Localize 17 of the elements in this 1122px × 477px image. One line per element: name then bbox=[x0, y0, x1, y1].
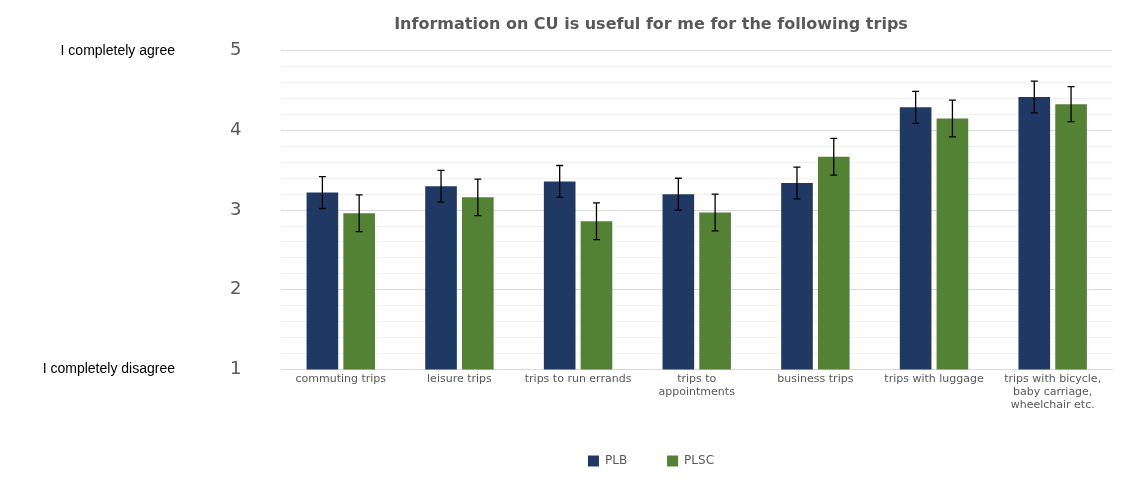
text: I completely disagree bbox=[42, 360, 176, 377]
x-tick-label: trips with luggage bbox=[884, 371, 984, 385]
legend-label: PLSC bbox=[684, 453, 715, 468]
x-tick-label: trips to run errands bbox=[524, 371, 632, 385]
y-tick-label: 3 bbox=[230, 197, 242, 219]
text: I completely agree bbox=[60, 41, 176, 58]
y-tick-label: 5 bbox=[230, 38, 242, 60]
x-tick-label: trips to appointments bbox=[658, 371, 736, 399]
y-tick-label: 2 bbox=[230, 277, 242, 299]
x-tick-label: business trips bbox=[777, 371, 854, 385]
x-tick-label: trips with bicycle, baby carriage, wheelchair etc. bbox=[1004, 371, 1102, 412]
x-tick-label: leisure trips bbox=[427, 371, 493, 385]
legend-label: PLB bbox=[604, 453, 628, 468]
chart-title: Information on CU is useful for me for the following trips bbox=[394, 14, 908, 34]
y-tick-label: 1 bbox=[230, 357, 242, 379]
y-tick-label: 4 bbox=[230, 118, 242, 140]
x-tick-label: commuting trips bbox=[295, 371, 387, 385]
